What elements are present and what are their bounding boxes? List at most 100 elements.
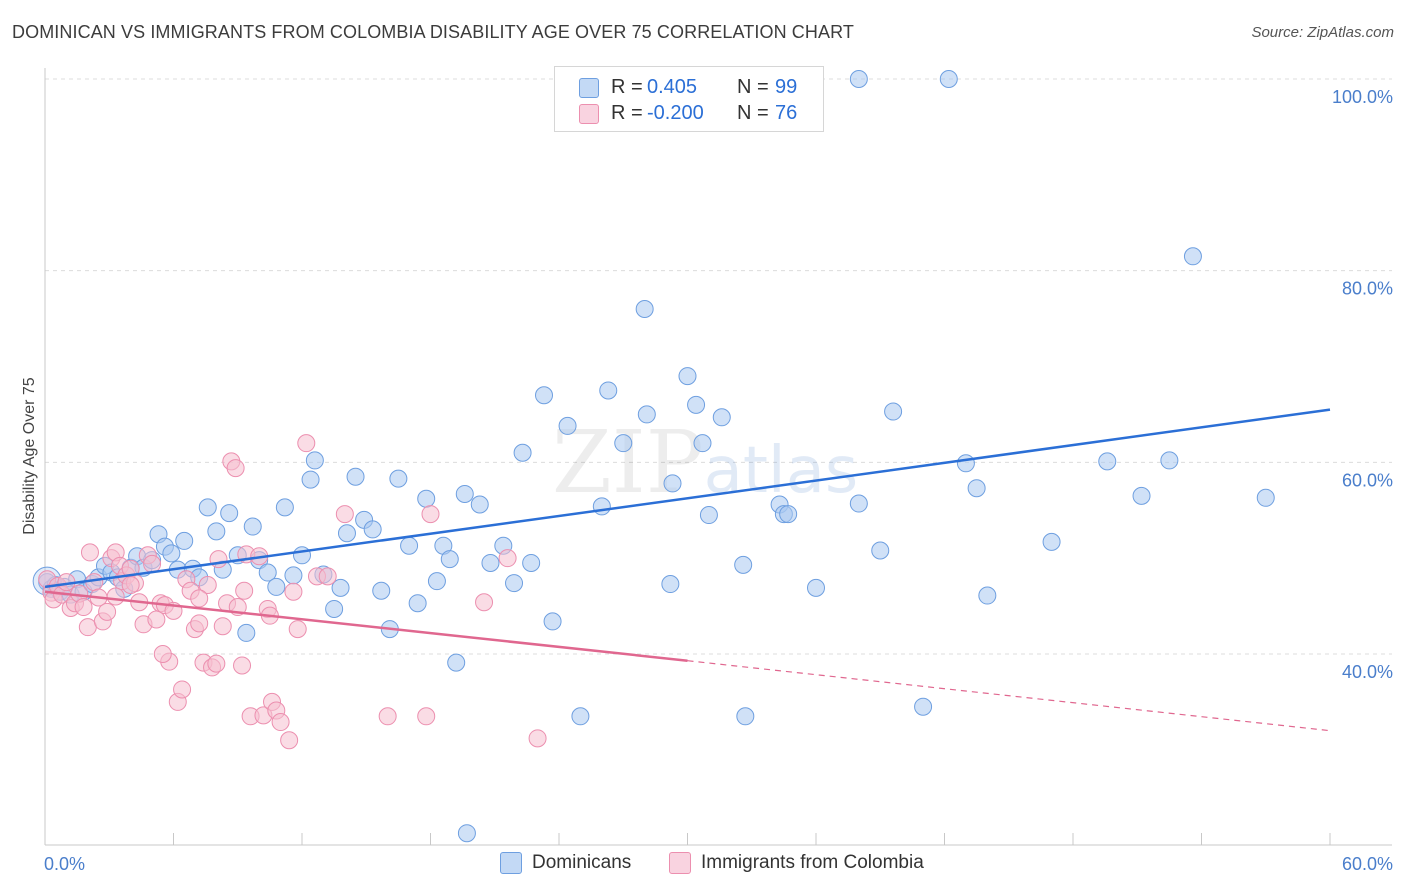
- dominican-point: [372, 581, 391, 600]
- colombia-point: [284, 582, 303, 601]
- dominican-point: [243, 517, 262, 536]
- axes: [44, 68, 1392, 846]
- colombia-point: [207, 654, 226, 673]
- colombia-point: [233, 656, 252, 675]
- x-tick-labels: 0.0% 60.0%: [44, 854, 1393, 874]
- colombia-point: [297, 434, 316, 453]
- legend-n-value: 99: [775, 76, 798, 98]
- dominican-point: [571, 707, 590, 726]
- dominican-point: [293, 546, 311, 565]
- dominican-point: [736, 707, 755, 726]
- dominican-point: [284, 566, 303, 585]
- dominican-point: [220, 504, 239, 523]
- colombia-point: [106, 587, 125, 606]
- dominican-point: [267, 577, 286, 596]
- colombia-point: [475, 593, 494, 612]
- legend-swatch-dominicans: [579, 78, 599, 98]
- dominican-point: [871, 541, 890, 560]
- legend-n-label: N =: [737, 102, 769, 124]
- x-tick-label-max: 60.0%: [1342, 854, 1393, 874]
- colombia-point: [528, 729, 547, 748]
- dominican-point: [914, 697, 933, 716]
- dominican-point: [663, 474, 682, 493]
- dominican-point: [457, 824, 476, 843]
- colombia-point: [271, 713, 290, 732]
- bottom-swatch-dominicans: [500, 852, 522, 874]
- legend-n-label: N =: [737, 76, 769, 98]
- dominican-trend-line: [44, 408, 1331, 589]
- colombia-point: [98, 602, 117, 621]
- dominican-point: [535, 386, 554, 405]
- dominican-point: [592, 497, 611, 516]
- colombia-trend-extension: [687, 660, 1331, 732]
- colombia-point: [498, 549, 517, 568]
- series-colombia: [38, 434, 547, 750]
- colombia-point: [209, 550, 228, 569]
- dominican-point: [678, 367, 697, 386]
- colombia-point: [190, 614, 209, 633]
- dominican-point: [427, 572, 446, 591]
- legend-r-label: R =: [611, 102, 643, 124]
- dominican-point: [337, 524, 356, 543]
- bottom-swatch-colombia: [669, 852, 691, 874]
- colombia-point: [288, 620, 307, 639]
- dominican-point: [1042, 532, 1061, 551]
- source-label: Source: ZipAtlas.com: [1251, 24, 1394, 41]
- colombia-point: [74, 598, 93, 617]
- legend-r-value: -0.200: [647, 102, 704, 124]
- colombia-point: [198, 576, 217, 594]
- legend-n-value: 76: [775, 102, 798, 124]
- dominican-point: [198, 498, 217, 517]
- y-tick-label: 100.0%: [1332, 87, 1393, 107]
- dominican-point: [558, 416, 577, 435]
- colombia-point: [143, 554, 162, 573]
- colombia-point: [417, 707, 436, 726]
- dominican-point: [237, 623, 256, 642]
- dominican-point: [1098, 452, 1117, 471]
- colombia-point: [173, 680, 192, 699]
- dominican-point: [207, 522, 226, 541]
- dominican-point: [481, 553, 500, 572]
- dominican-point: [455, 484, 474, 503]
- dominican-point: [305, 451, 324, 470]
- dominican-point: [693, 434, 712, 453]
- dominican-point: [325, 599, 344, 618]
- dominican-point: [939, 70, 958, 88]
- y-tick-label: 80.0%: [1342, 279, 1393, 299]
- dominican-point: [699, 506, 718, 525]
- dominican-point: [849, 494, 868, 513]
- dominican-point: [807, 578, 825, 597]
- dominican-point: [1160, 451, 1179, 470]
- colombia-point: [78, 618, 97, 637]
- dominican-point: [258, 563, 277, 582]
- y-tick-labels: 40.0% 60.0% 80.0% 100.0%: [1332, 87, 1393, 682]
- colombia-point: [80, 543, 99, 562]
- dominican-point: [440, 550, 459, 569]
- dominican-point: [734, 555, 753, 574]
- colombia-point: [335, 505, 354, 524]
- dominican-point: [712, 408, 731, 427]
- dominican-point: [363, 520, 382, 539]
- colombia-point: [280, 731, 299, 750]
- dominican-point: [301, 470, 320, 489]
- bottom-legend-label: Immigrants from Colombia: [701, 852, 924, 873]
- dominican-point: [417, 489, 436, 508]
- dominican-point: [849, 70, 868, 88]
- dominican-point: [408, 594, 427, 613]
- dominican-point: [175, 531, 194, 550]
- watermark-zip: ZIPatlas: [552, 413, 858, 513]
- legend-r-value: 0.405: [647, 76, 698, 98]
- colombia-point: [121, 576, 140, 594]
- dominican-point: [400, 536, 419, 555]
- dominican-point: [1132, 486, 1151, 505]
- dominican-point: [505, 574, 524, 593]
- legend-swatch-colombia: [579, 104, 599, 124]
- trend-lines: [44, 408, 1331, 732]
- dominican-point: [331, 578, 350, 597]
- colombia-point: [235, 581, 254, 600]
- x-tick-label-min: 0.0%: [44, 854, 85, 874]
- dominican-point: [470, 495, 489, 514]
- dominican-point: [522, 553, 541, 572]
- y-tick-label: 40.0%: [1342, 662, 1393, 682]
- dominican-point: [779, 505, 798, 524]
